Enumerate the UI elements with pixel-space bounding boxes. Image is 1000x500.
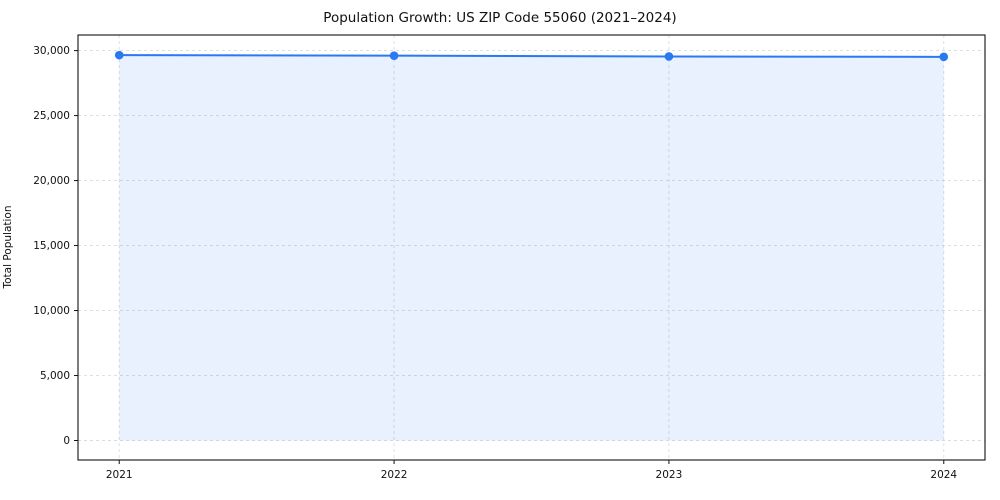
x-tick-label: 2024 [930,469,957,481]
x-tick-label: 2022 [381,469,408,481]
x-tick-label: 2021 [106,469,133,481]
y-tick-label: 25,000 [33,110,70,122]
y-tick-label: 20,000 [33,175,70,187]
population-line [118,54,945,58]
data-point-marker [664,52,674,61]
y-tick-label: 15,000 [33,240,70,252]
plot-background [78,35,985,460]
y-tick-label: 30,000 [33,45,70,57]
x-tick-label: 2023 [656,469,683,481]
plot-border [77,34,986,461]
y-axis-label: Total Population [2,205,14,289]
y-tick-label: 10,000 [33,305,70,317]
data-point-marker [939,52,949,62]
data-point-marker [389,51,399,60]
chart-title: Population Growth: US ZIP Code 55060 (20… [323,10,677,26]
data-point-marker [114,50,124,60]
y-tick-label: 5,000 [40,370,70,382]
area-fill [119,55,944,441]
y-tick-label: 0 [63,435,70,447]
